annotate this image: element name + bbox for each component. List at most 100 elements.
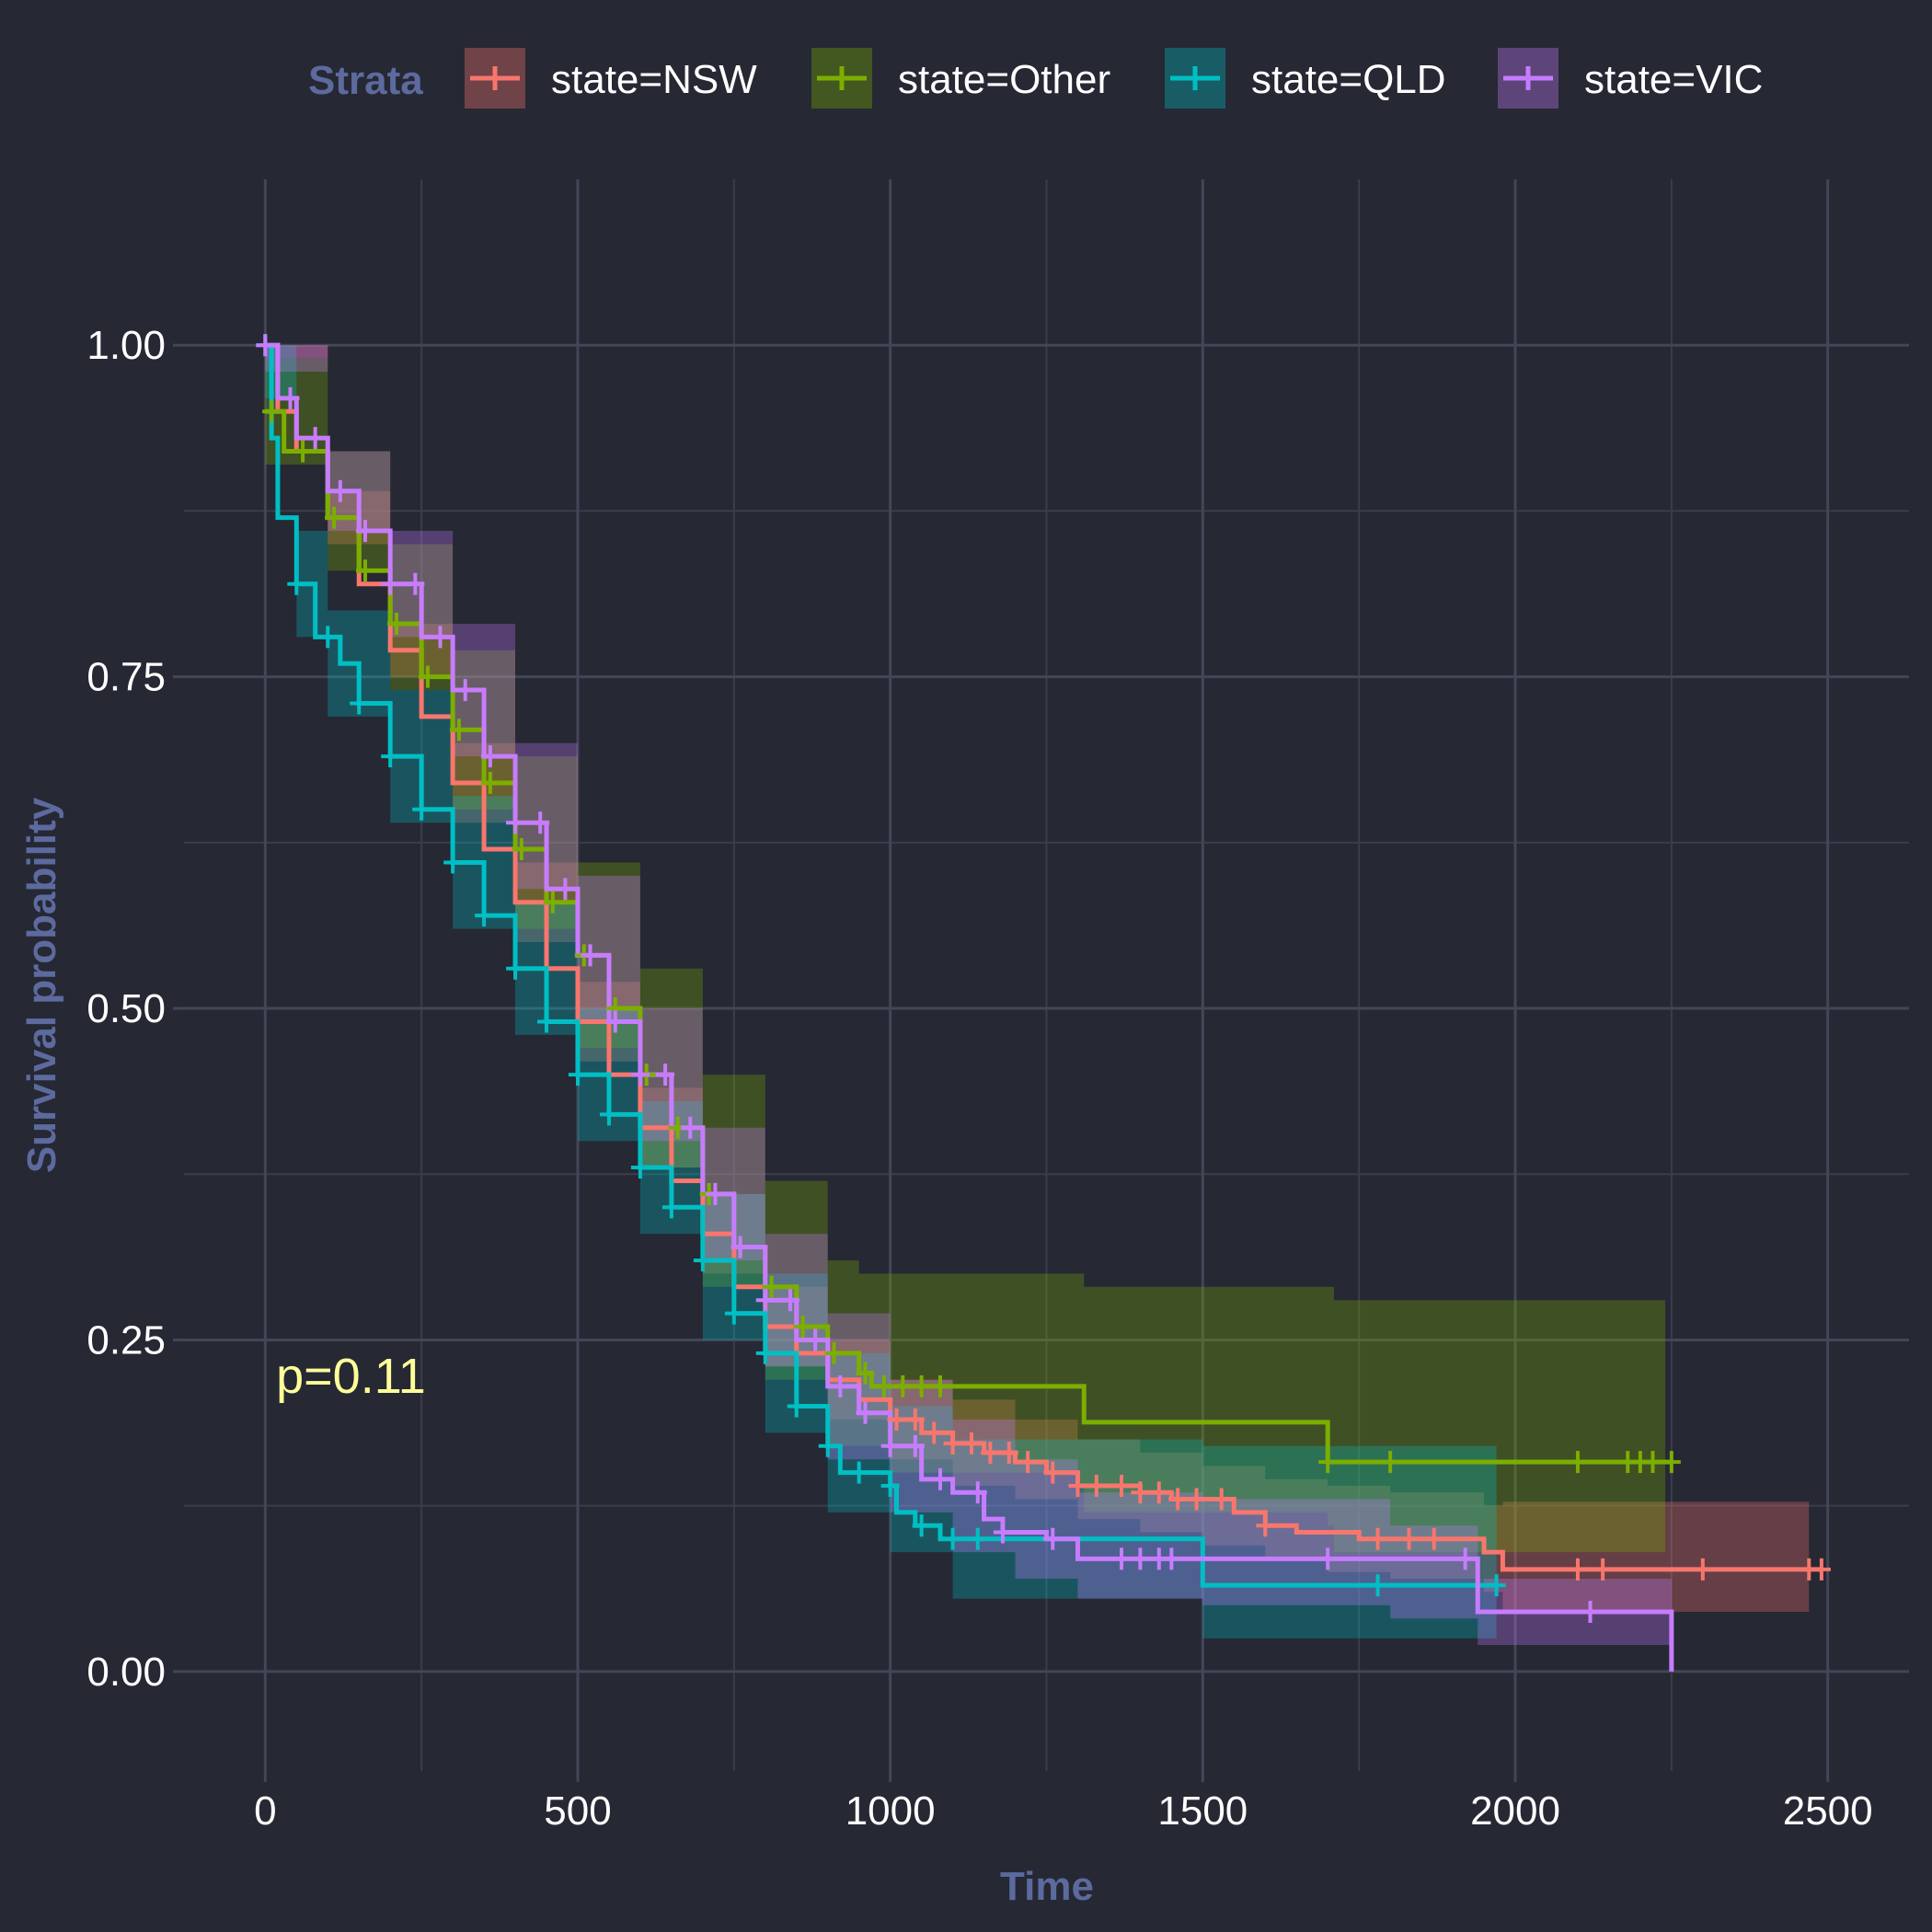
censor-mark-state=NSW	[887, 1408, 906, 1431]
censor-mark-state=QLD	[787, 1395, 806, 1418]
censor-mark-state=Other	[356, 559, 375, 582]
y-tick-label: 1.00	[86, 323, 166, 368]
censor-mark-state=Other	[1318, 1451, 1338, 1474]
censor-mark-state=NSW	[1693, 1558, 1712, 1581]
censor-mark-state=VIC	[1318, 1547, 1338, 1570]
censor-mark-state=NSW	[1212, 1488, 1231, 1511]
censor-mark-state=VIC	[381, 572, 400, 595]
censor-mark-state=QLD	[475, 904, 494, 927]
censor-mark-state=QLD	[443, 851, 463, 874]
censor-mark-state=VIC	[305, 427, 325, 450]
censor-mark-state=NSW	[1568, 1558, 1587, 1581]
censor-mark-state=Other	[762, 1275, 781, 1298]
censor-mark-state=Other	[418, 665, 437, 688]
censor-mark-state=QLD	[880, 1475, 900, 1498]
ci-band-state=QLD	[265, 345, 1497, 1639]
censor-mark-state=QLD	[724, 1302, 743, 1325]
censor-mark-state=QLD	[318, 626, 338, 649]
ci-band-state=Other	[265, 358, 1666, 1553]
censor-mark-state=VIC	[330, 479, 350, 502]
censor-mark-state=QLD	[537, 1010, 557, 1033]
censor-mark-state=NSW	[961, 1432, 981, 1455]
legend-label: state=Other	[898, 57, 1110, 102]
censor-mark-state=NSW	[1087, 1475, 1106, 1498]
censor-mark-state=Other	[856, 1362, 875, 1385]
censor-mark-state=QLD	[1368, 1574, 1387, 1597]
y-tick-label: 0.00	[86, 1650, 166, 1695]
censor-mark-state=Other	[449, 719, 468, 742]
censor-mark-state=VIC	[806, 1328, 825, 1351]
censor-mark-state=VIC	[581, 944, 600, 967]
censor-mark-state=NSW	[1811, 1558, 1831, 1581]
censor-mark-state=NSW	[1018, 1451, 1038, 1474]
censor-mark-state=VIC	[1112, 1547, 1132, 1570]
legend-title: Strata	[308, 58, 423, 103]
censor-mark-state=VIC	[656, 1064, 675, 1087]
confidence-bands	[265, 345, 1810, 1646]
x-tick-label: 2500	[1783, 1788, 1873, 1834]
censor-mark-state=VIC	[506, 811, 525, 834]
survival-curve-state=Other	[265, 408, 1672, 1465]
x-tick-label: 2000	[1470, 1788, 1560, 1834]
censor-mark-state=VIC	[1162, 1547, 1181, 1570]
y-tick-label: 0.75	[86, 655, 166, 700]
x-tick-label: 500	[544, 1788, 611, 1834]
censor-mark-state=VIC	[455, 679, 475, 702]
censor-mark-state=NSW	[999, 1442, 1018, 1464]
censor-mark-state=VIC	[968, 1481, 987, 1504]
censor-mark-state=VIC	[681, 1116, 700, 1139]
censor-mark-state=VIC	[730, 1236, 750, 1259]
censor-mark-state=Other	[793, 1316, 812, 1339]
censor-mark-state=NSW	[1131, 1481, 1150, 1504]
censor-mark-state=NSW	[1187, 1488, 1206, 1511]
p-value-annotation: p=0.11	[276, 1349, 426, 1404]
censor-mark-state=NSW	[1593, 1558, 1613, 1581]
legend-item-state=VIC: state=VIC	[1498, 48, 1763, 109]
censor-mark-state=QLD	[287, 572, 306, 595]
censor-mark-state=NSW	[1112, 1475, 1132, 1498]
censor-mark-state=Other	[386, 612, 406, 635]
censor-mark-state=QLD	[506, 957, 525, 980]
censor-mark-state=Other	[893, 1374, 913, 1397]
censor-mark-state=NSW	[981, 1442, 1000, 1464]
censor-mark-state=QLD	[381, 745, 400, 768]
censor-mark-state=QLD	[943, 1527, 962, 1550]
censor-mark-state=QLD	[599, 1103, 618, 1126]
censor-mark-state=QLD	[693, 1248, 712, 1271]
censor-mark-state=NSW	[1043, 1461, 1063, 1484]
censor-mark-state=VIC	[831, 1374, 850, 1397]
censor-mark-state=VIC	[480, 745, 500, 768]
censor-mark-state=QLD	[849, 1461, 868, 1484]
censor-mark-state=Other	[293, 440, 313, 463]
censor-mark-state=QLD	[412, 798, 431, 821]
legend-item-state=NSW: state=NSW	[465, 48, 757, 109]
censor-mark-state=NSW	[1068, 1475, 1087, 1498]
censor-mark-state=QLD	[661, 1196, 681, 1219]
legend-item-state=Other: state=Other	[811, 48, 1110, 109]
censor-mark-state=QLD	[1487, 1574, 1506, 1597]
censor-mark-state=Other	[874, 1374, 893, 1397]
censor-marks	[256, 334, 1831, 1623]
censor-mark-state=NSW	[1399, 1527, 1419, 1550]
censor-mark-state=NSW	[905, 1408, 925, 1431]
censor-mark-state=VIC	[1455, 1547, 1475, 1570]
censor-mark-state=VIC	[755, 1289, 775, 1312]
legend-label: state=VIC	[1584, 57, 1763, 102]
x-axis-title: Time	[1000, 1864, 1094, 1909]
x-tick-label: 1000	[845, 1788, 936, 1834]
censor-mark-state=VIC	[356, 520, 375, 543]
censor-mark-state=VIC	[1581, 1601, 1600, 1623]
censor-mark-state=Other	[1643, 1451, 1662, 1474]
censor-mark-state=QLD	[350, 692, 369, 715]
censor-mark-state=VIC	[406, 572, 425, 595]
censor-mark-state=VIC	[706, 1182, 725, 1205]
censor-mark-state=Other	[912, 1374, 931, 1397]
censor-mark-state=Other	[512, 838, 531, 861]
censor-mark-state=VIC	[1043, 1527, 1063, 1550]
censor-mark-state=VIC	[1131, 1547, 1150, 1570]
y-tick-label: 0.25	[86, 1317, 166, 1363]
x-tick-label: 1500	[1157, 1788, 1248, 1834]
censor-mark-state=VIC	[531, 811, 550, 834]
censor-mark-state=VIC	[281, 386, 300, 409]
